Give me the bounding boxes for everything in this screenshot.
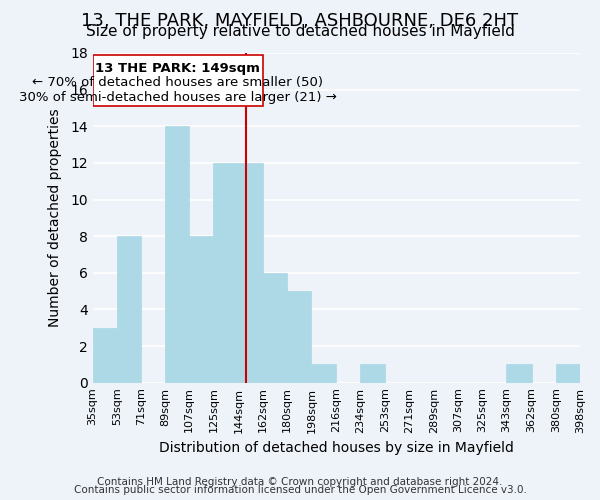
Text: Contains HM Land Registry data © Crown copyright and database right 2024.: Contains HM Land Registry data © Crown c…	[97, 477, 503, 487]
Y-axis label: Number of detached properties: Number of detached properties	[47, 108, 62, 327]
Bar	[214, 163, 239, 382]
Bar	[165, 126, 189, 382]
Text: Contains public sector information licensed under the Open Government Licence v3: Contains public sector information licen…	[74, 485, 526, 495]
Bar	[117, 236, 141, 382]
Bar	[360, 364, 385, 382]
Bar	[311, 364, 335, 382]
Bar	[263, 273, 287, 382]
Bar	[556, 364, 580, 382]
Bar	[189, 236, 214, 382]
Text: 13, THE PARK, MAYFIELD, ASHBOURNE, DE6 2HT: 13, THE PARK, MAYFIELD, ASHBOURNE, DE6 2…	[82, 12, 518, 30]
Text: Size of property relative to detached houses in Mayfield: Size of property relative to detached ho…	[86, 24, 514, 39]
Bar	[239, 163, 263, 382]
Text: 30% of semi-detached houses are larger (21) →: 30% of semi-detached houses are larger (…	[19, 91, 337, 104]
Text: 13 THE PARK: 149sqm: 13 THE PARK: 149sqm	[95, 62, 260, 75]
Bar	[287, 291, 311, 382]
Text: ← 70% of detached houses are smaller (50): ← 70% of detached houses are smaller (50…	[32, 76, 323, 90]
FancyBboxPatch shape	[92, 55, 263, 106]
X-axis label: Distribution of detached houses by size in Mayfield: Distribution of detached houses by size …	[159, 441, 514, 455]
Bar	[92, 328, 117, 382]
Bar	[506, 364, 532, 382]
